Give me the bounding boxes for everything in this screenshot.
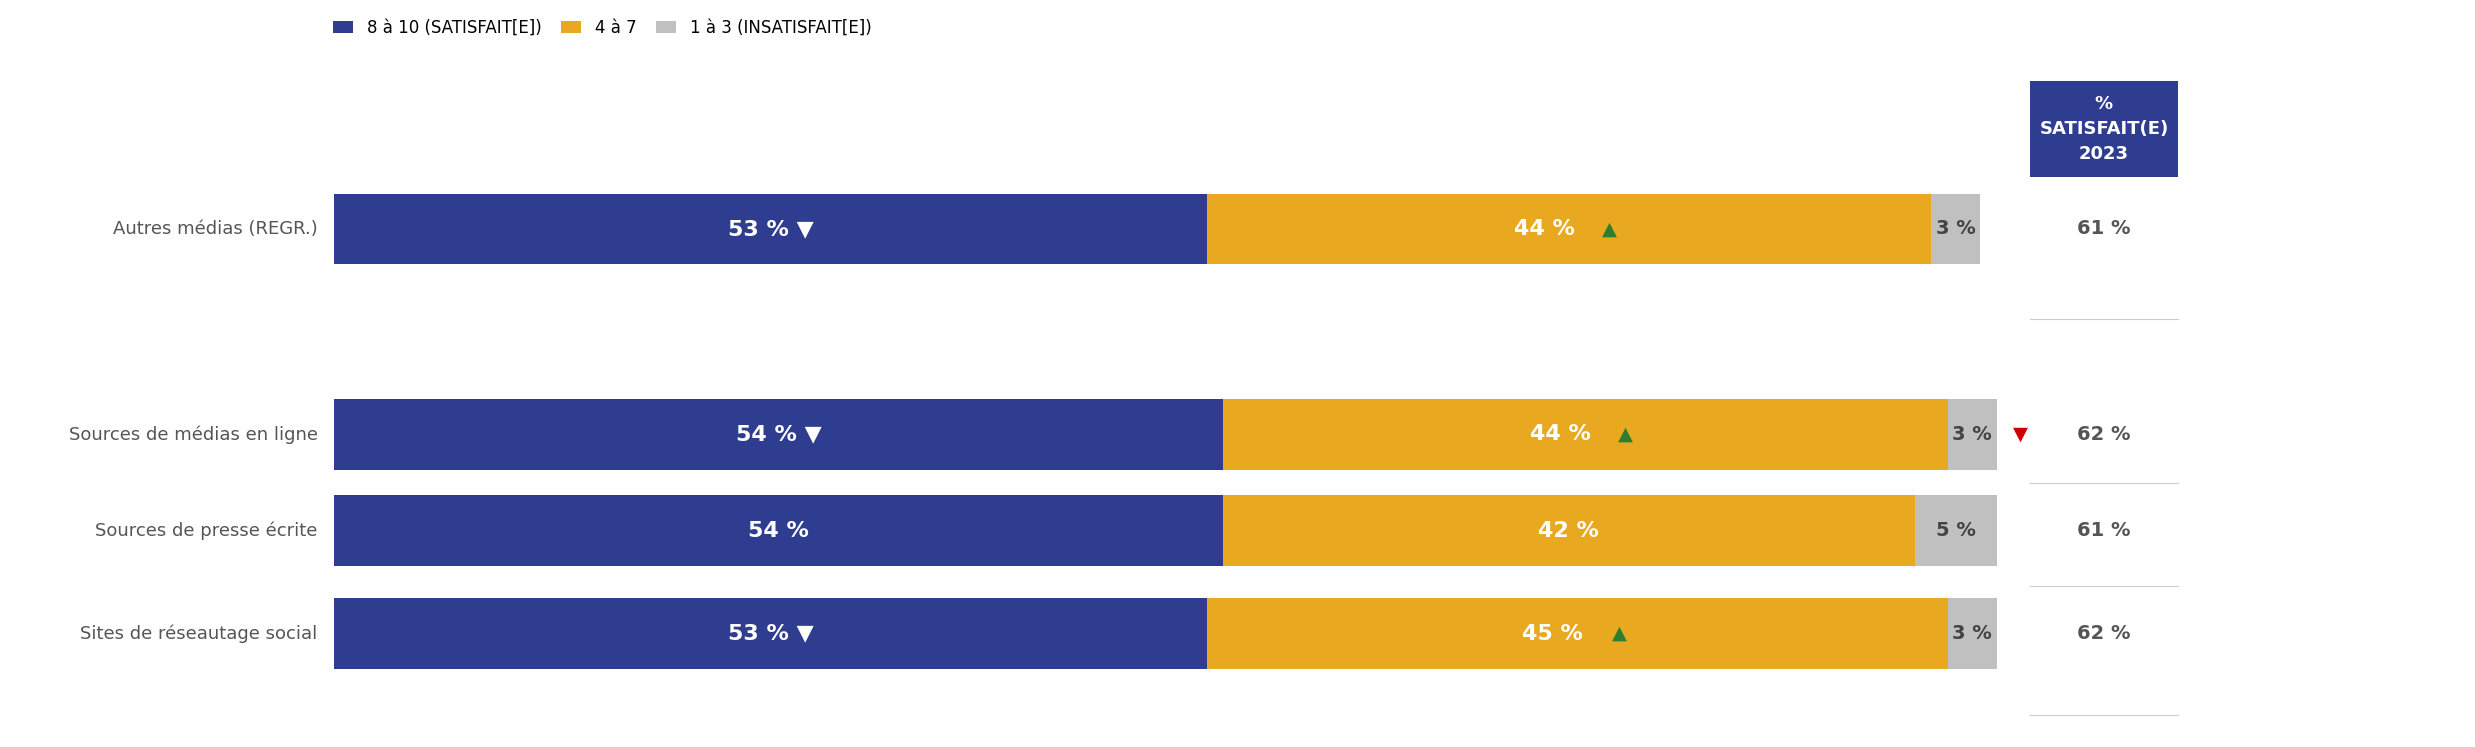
Text: Sources de médias en ligne: Sources de médias en ligne [69,425,317,444]
Text: 5 %: 5 % [1935,521,1975,540]
Text: 54 %: 54 % [747,521,809,541]
Bar [1223,495,1916,566]
Bar [1948,399,1997,470]
Text: ▼: ▼ [2012,425,2030,444]
Bar [1916,495,1997,566]
Text: 3 %: 3 % [1953,425,1992,444]
Text: ▲: ▲ [1601,220,1616,238]
Text: 62 %: 62 % [2077,624,2131,643]
Bar [1208,193,1930,264]
Text: 53 % ▼: 53 % ▼ [728,219,814,239]
Text: ▲: ▲ [1611,624,1626,643]
Bar [334,399,1223,470]
Text: 3 %: 3 % [1953,624,1992,643]
Text: 61 %: 61 % [2077,521,2131,540]
Text: ▲: ▲ [1619,425,1634,444]
Text: %
SATISFAIT(E)
2023: % SATISFAIT(E) 2023 [2039,96,2168,164]
Bar [1948,598,1997,669]
Bar [1930,193,1980,264]
Bar [1208,598,1948,669]
Text: 62 %: 62 % [2077,425,2131,444]
Text: 44 %: 44 % [1515,219,1574,239]
Text: 42 %: 42 % [1539,521,1599,541]
Bar [334,495,1223,566]
Text: 53 % ▼: 53 % ▼ [728,624,814,644]
Text: 3 %: 3 % [1935,220,1975,238]
Text: 54 % ▼: 54 % ▼ [735,424,822,444]
Text: Sites de réseautage social: Sites de réseautage social [79,624,317,643]
Legend: 8 à 10 (SATISFAIT[E]), 4 à 7, 1 à 3 (INSATISFAIT[E]): 8 à 10 (SATISFAIT[E]), 4 à 7, 1 à 3 (INS… [334,19,871,37]
Text: Sources de presse écrite: Sources de presse écrite [94,521,317,540]
Text: 44 %: 44 % [1530,424,1591,444]
Bar [334,598,1208,669]
Bar [334,193,1208,264]
FancyBboxPatch shape [2029,81,2178,178]
Text: Autres médias (REGR.): Autres médias (REGR.) [114,220,317,238]
Text: 61 %: 61 % [2077,220,2131,238]
Bar [1223,399,1948,470]
Text: 45 %: 45 % [1522,624,1584,644]
